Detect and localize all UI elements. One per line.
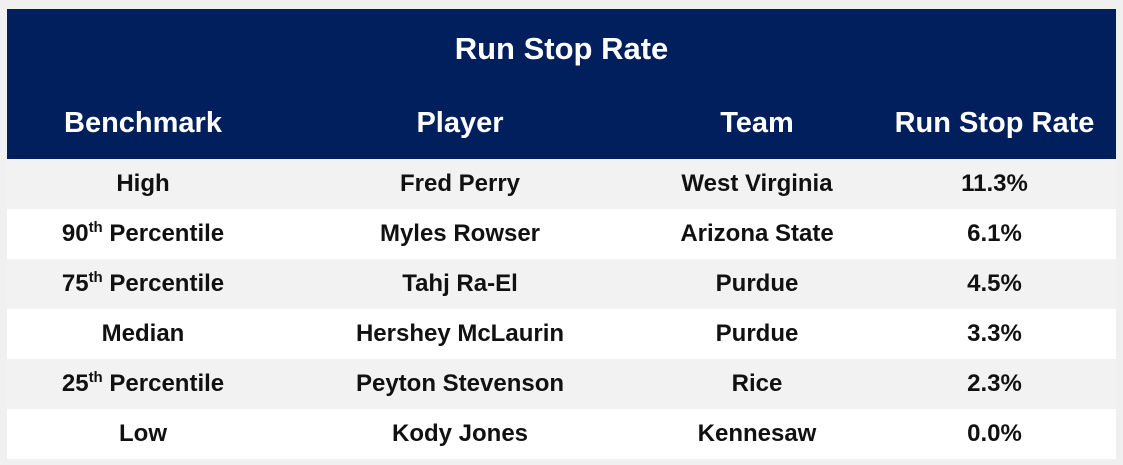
table-row: 25th Percentile Peyton Stevenson Rice 2.3% bbox=[7, 359, 1116, 409]
benchmark-cell: 75th Percentile bbox=[7, 270, 279, 298]
player-cell: Tahj Ra-El bbox=[402, 270, 518, 297]
table-row: 75th Percentile Tahj Ra-El Purdue 4.5% bbox=[7, 259, 1116, 309]
benchmark-text: Low bbox=[119, 420, 167, 447]
benchmark-cell: Low bbox=[7, 420, 279, 448]
column-header-benchmark: Benchmark bbox=[64, 107, 222, 139]
table-row: Low Kody Jones Kennesaw 0.0% bbox=[7, 409, 1116, 459]
table-header: Run Stop Rate Benchmark Player Team Run … bbox=[7, 9, 1116, 159]
benchmark-text-rest: Percentile bbox=[102, 270, 225, 297]
rate-cell: 3.3% bbox=[967, 320, 1022, 347]
table-body: High Fred Perry West Virginia 11.3% 90th Per… bbox=[7, 159, 1116, 459]
team-cell: Purdue bbox=[715, 270, 799, 297]
benchmark-text: Median bbox=[101, 320, 185, 347]
team-cell: Purdue bbox=[715, 320, 799, 347]
player-cell: Peyton Stevenson bbox=[355, 370, 565, 397]
table-title: Run Stop Rate bbox=[454, 31, 669, 66]
rate-cell: 4.5% bbox=[967, 270, 1022, 297]
team-cell: Kennesaw bbox=[697, 420, 817, 447]
benchmark-text: 75 bbox=[61, 270, 89, 297]
team-cell: Rice bbox=[731, 370, 783, 397]
benchmark-cell: Median bbox=[7, 320, 279, 348]
benchmark-text: 25 bbox=[61, 370, 89, 397]
column-header-team: Team bbox=[720, 107, 794, 139]
ordinal-suffix: th bbox=[88, 369, 103, 386]
benchmark-text: High bbox=[116, 170, 170, 197]
table-row: High Fred Perry West Virginia 11.3% bbox=[7, 159, 1116, 209]
run-stop-rate-table: Run Stop Rate Benchmark Player Team Run … bbox=[7, 9, 1116, 459]
benchmark-text-rest: Percentile bbox=[102, 370, 225, 397]
column-header-player: Player bbox=[416, 107, 504, 139]
benchmark-text: 90 bbox=[61, 220, 89, 247]
table-row: Median Hershey McLaurin Purdue 3.3% bbox=[7, 309, 1116, 359]
player-cell: Kody Jones bbox=[391, 420, 529, 447]
column-headers: Benchmark Player Team Run Stop Rate bbox=[7, 107, 1116, 140]
benchmark-cell: 90th Percentile bbox=[7, 220, 279, 248]
rate-cell: 11.3% bbox=[961, 170, 1028, 197]
team-cell: West Virginia bbox=[681, 170, 833, 197]
table-row: 90th Percentile Myles Rowser Arizona State… bbox=[7, 209, 1116, 259]
benchmark-cell: High bbox=[7, 170, 279, 198]
rate-cell: 6.1% bbox=[967, 220, 1022, 247]
ordinal-suffix: th bbox=[88, 219, 103, 236]
benchmark-cell: 25th Percentile bbox=[7, 370, 279, 398]
player-cell: Hershey McLaurin bbox=[355, 320, 565, 347]
team-cell: Arizona State bbox=[680, 220, 834, 247]
rate-cell: 0.0% bbox=[967, 420, 1022, 447]
benchmark-text-rest: Percentile bbox=[102, 220, 225, 247]
player-cell: Myles Rowser bbox=[379, 220, 541, 247]
rate-cell: 2.3% bbox=[967, 370, 1022, 397]
column-header-rate: Run Stop Rate bbox=[894, 107, 1095, 139]
ordinal-suffix: th bbox=[88, 269, 103, 286]
player-cell: Fred Perry bbox=[399, 170, 521, 197]
